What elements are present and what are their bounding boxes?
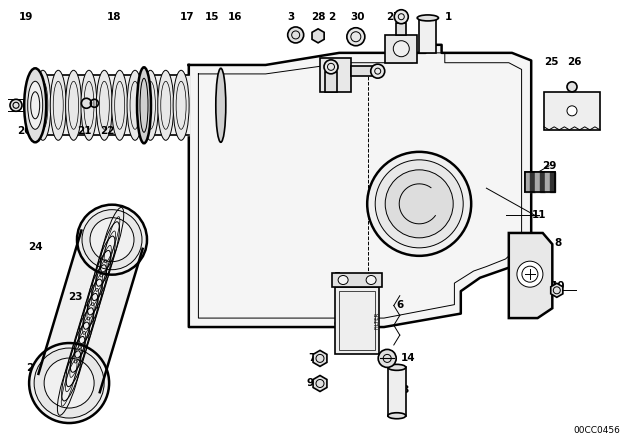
Text: 00CC0456: 00CC0456: [573, 426, 620, 435]
Ellipse shape: [50, 70, 67, 140]
Text: 16: 16: [228, 12, 243, 22]
Text: 4: 4: [333, 319, 341, 328]
Text: 9: 9: [307, 378, 314, 388]
Text: 8: 8: [554, 238, 562, 248]
Circle shape: [375, 160, 463, 248]
Bar: [351, 66, 372, 76]
Ellipse shape: [28, 81, 43, 129]
Text: 2: 2: [328, 12, 335, 22]
Text: 29: 29: [542, 161, 556, 171]
Text: 30: 30: [350, 12, 364, 22]
Ellipse shape: [127, 70, 143, 140]
Polygon shape: [535, 172, 540, 193]
Text: 6: 6: [396, 300, 404, 310]
Text: 11: 11: [532, 210, 546, 220]
Circle shape: [567, 82, 577, 92]
Circle shape: [522, 266, 538, 282]
Circle shape: [378, 349, 396, 367]
Circle shape: [347, 28, 365, 46]
Text: 24: 24: [28, 242, 42, 252]
Ellipse shape: [173, 70, 189, 140]
Ellipse shape: [157, 70, 174, 140]
Circle shape: [394, 10, 408, 24]
Bar: [385, 35, 417, 63]
Circle shape: [567, 106, 577, 116]
Ellipse shape: [366, 276, 376, 284]
Text: 18: 18: [107, 12, 121, 22]
Polygon shape: [38, 231, 143, 392]
Polygon shape: [189, 45, 531, 327]
Polygon shape: [540, 172, 545, 193]
Ellipse shape: [24, 68, 46, 142]
Text: 20: 20: [17, 126, 31, 136]
Bar: [388, 367, 406, 416]
Polygon shape: [525, 172, 530, 193]
Polygon shape: [550, 172, 555, 193]
Text: 22: 22: [100, 126, 115, 136]
Text: 25: 25: [545, 57, 559, 67]
Circle shape: [367, 152, 471, 256]
Text: 24: 24: [26, 363, 40, 373]
Ellipse shape: [388, 413, 406, 419]
Circle shape: [44, 358, 94, 408]
Ellipse shape: [388, 364, 406, 370]
Bar: [332, 273, 382, 287]
Circle shape: [81, 98, 92, 108]
Circle shape: [34, 348, 104, 418]
Ellipse shape: [81, 70, 97, 140]
Text: 14: 14: [401, 353, 415, 362]
Polygon shape: [509, 233, 552, 318]
Text: 17: 17: [180, 12, 194, 22]
Circle shape: [82, 210, 142, 270]
Bar: [320, 58, 351, 92]
Bar: [525, 172, 555, 193]
Circle shape: [288, 27, 304, 43]
Bar: [335, 287, 379, 354]
Circle shape: [517, 261, 543, 287]
Polygon shape: [530, 172, 535, 193]
Ellipse shape: [142, 70, 158, 140]
Text: 15: 15: [205, 12, 220, 22]
Ellipse shape: [65, 70, 82, 140]
Ellipse shape: [137, 67, 151, 143]
Bar: [544, 92, 600, 130]
Bar: [339, 291, 375, 350]
Circle shape: [371, 64, 385, 78]
Text: 3: 3: [287, 12, 295, 22]
Text: 28: 28: [312, 12, 326, 22]
Text: 21: 21: [77, 126, 92, 136]
Bar: [525, 172, 555, 193]
Text: 12: 12: [395, 214, 409, 224]
Circle shape: [393, 41, 410, 57]
Polygon shape: [545, 172, 550, 193]
Ellipse shape: [417, 15, 438, 21]
Bar: [396, 23, 406, 35]
Text: 1: 1: [444, 12, 452, 22]
Ellipse shape: [96, 70, 113, 140]
Bar: [325, 72, 337, 92]
Text: 26: 26: [568, 57, 582, 67]
Text: FILTER: FILTER: [374, 312, 380, 329]
Text: 27: 27: [387, 12, 401, 22]
Text: 13: 13: [396, 385, 410, 395]
Circle shape: [10, 99, 22, 111]
Circle shape: [324, 60, 338, 74]
Ellipse shape: [338, 276, 348, 284]
Circle shape: [90, 218, 134, 262]
Ellipse shape: [216, 68, 226, 142]
Text: 5: 5: [333, 272, 341, 282]
Text: 10: 10: [551, 281, 565, 291]
Text: 19: 19: [19, 12, 33, 22]
Ellipse shape: [35, 70, 51, 140]
Text: 23: 23: [68, 292, 83, 302]
Text: 7: 7: [308, 353, 316, 362]
Circle shape: [385, 170, 453, 238]
Ellipse shape: [111, 70, 128, 140]
Circle shape: [77, 205, 147, 275]
Circle shape: [29, 343, 109, 423]
Bar: [419, 18, 436, 53]
